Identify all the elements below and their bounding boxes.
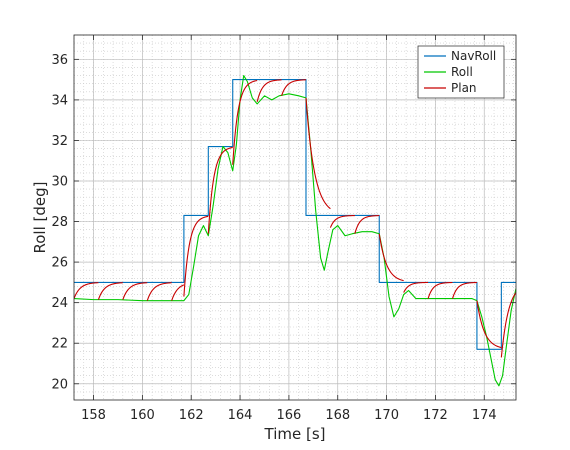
series-plan-segment <box>183 215 209 297</box>
x-tick-label: 162 <box>179 408 204 423</box>
y-tick-label: 36 <box>51 53 68 68</box>
legend-label-plan: Plan <box>451 81 477 95</box>
series-plan-segment <box>451 281 477 299</box>
series-plan-segment <box>329 215 355 228</box>
series-plan-segment <box>354 215 380 234</box>
x-tick-label: 170 <box>374 408 399 423</box>
series-plan-segment <box>74 282 99 299</box>
series-plan-segment <box>476 300 502 349</box>
x-tick-labels: 158 160 162 164 166 168 170 172 174 <box>81 408 497 423</box>
x-tick-label: 160 <box>130 408 155 423</box>
x-tick-label: 174 <box>472 408 497 423</box>
y-tick-labels: 20 22 24 26 28 30 32 34 36 <box>51 53 68 392</box>
y-tick-label: 30 <box>51 175 68 190</box>
x-tick-label: 168 <box>325 408 350 423</box>
y-tick-label: 22 <box>51 337 68 352</box>
legend-label-roll: Roll <box>451 65 473 79</box>
series-plan-segment <box>281 79 307 97</box>
y-tick-label: 24 <box>51 296 68 311</box>
series-plan-segment <box>378 233 404 282</box>
axis-ticks <box>74 35 516 400</box>
series-plan-segment <box>427 281 453 299</box>
x-tick-label: 158 <box>81 408 106 423</box>
x-tick-label: 172 <box>423 408 448 423</box>
y-tick-label: 28 <box>51 215 68 230</box>
series-plan-segment <box>146 282 172 301</box>
series-roll-line <box>74 75 516 387</box>
y-tick-label: 32 <box>51 134 68 149</box>
series-plan-segment <box>122 282 148 300</box>
x-tick-label: 164 <box>228 408 253 423</box>
legend-label-navroll: NavRoll <box>451 49 496 63</box>
plot-frame <box>73 34 517 401</box>
x-tick-label: 166 <box>276 408 301 423</box>
series-plan-segment <box>97 282 123 300</box>
x-axis-label: Time [s] <box>264 425 326 443</box>
y-axis-label: Roll [deg] <box>31 181 49 253</box>
series-plan-segment <box>256 79 282 103</box>
y-tick-label: 34 <box>51 93 68 108</box>
major-grid <box>74 35 516 400</box>
series-plan-segment <box>403 281 429 293</box>
series-plan-segment <box>305 97 331 210</box>
series-plan-segment <box>500 292 516 358</box>
series-plan <box>74 79 516 358</box>
series-plan-segment <box>171 284 185 301</box>
series-plan-segment <box>232 79 258 165</box>
y-tick-label: 20 <box>51 377 68 392</box>
series-plan-segment <box>207 146 233 234</box>
series-layer <box>74 75 516 387</box>
y-tick-label: 26 <box>51 256 68 271</box>
legend: NavRoll Roll Plan <box>417 45 505 99</box>
